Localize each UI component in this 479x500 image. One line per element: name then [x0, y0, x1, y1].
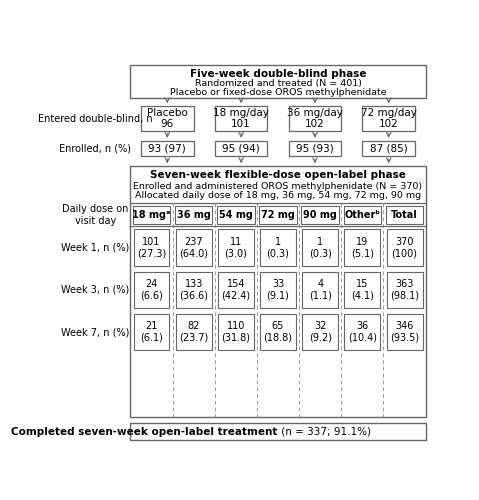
Bar	[215, 141, 267, 156]
Bar	[343, 206, 381, 224]
Bar	[176, 272, 212, 308]
Text: Entered double-blind, n: Entered double-blind, n	[38, 114, 152, 124]
Bar	[302, 314, 338, 350]
Bar	[387, 314, 422, 350]
Text: Otherᵇ: Otherᵇ	[344, 210, 380, 220]
Text: 11
(3.0): 11 (3.0)	[225, 236, 247, 258]
Bar	[217, 206, 255, 224]
Text: Placebo or fixed-dose OROS methylphenidate: Placebo or fixed-dose OROS methylphenida…	[170, 88, 387, 97]
Text: Week 7, n (%): Week 7, n (%)	[61, 327, 129, 337]
Bar	[387, 272, 422, 308]
Text: Five-week double-blind phase: Five-week double-blind phase	[190, 69, 366, 79]
Bar	[176, 314, 212, 350]
Bar	[175, 206, 213, 224]
Text: 93 (97): 93 (97)	[148, 144, 186, 154]
Text: (n = 337; 91.1%): (n = 337; 91.1%)	[278, 427, 371, 437]
Bar	[387, 230, 422, 266]
Text: 133
(36.6): 133 (36.6)	[179, 279, 208, 300]
Text: 4
(1.1): 4 (1.1)	[309, 279, 331, 300]
Bar	[363, 141, 415, 156]
Bar	[302, 230, 338, 266]
Bar	[386, 206, 423, 224]
Bar	[218, 272, 254, 308]
Bar	[301, 206, 339, 224]
Text: Week 1, n (%): Week 1, n (%)	[61, 242, 129, 252]
Bar	[130, 424, 426, 440]
Bar	[260, 230, 296, 266]
Bar	[134, 230, 170, 266]
Bar	[260, 272, 296, 308]
Text: Completed seven-week open-label treatment: Completed seven-week open-label treatmen…	[11, 427, 278, 437]
Text: 1
(0.3): 1 (0.3)	[309, 236, 331, 258]
Text: 36 mg: 36 mg	[177, 210, 211, 220]
Text: Enrolled, n (%): Enrolled, n (%)	[59, 144, 131, 154]
Text: 32
(9.2): 32 (9.2)	[309, 322, 332, 343]
Text: Enrolled and administered OROS methylphenidate (N = 370): Enrolled and administered OROS methylphe…	[134, 182, 422, 191]
Bar	[215, 106, 267, 131]
Bar	[141, 141, 194, 156]
Text: 154
(42.4): 154 (42.4)	[221, 279, 251, 300]
Text: 18 mg/day
101: 18 mg/day 101	[213, 108, 269, 130]
Text: 36
(10.4): 36 (10.4)	[348, 322, 377, 343]
Bar	[141, 106, 194, 131]
Text: 21
(6.1): 21 (6.1)	[140, 322, 163, 343]
Bar	[218, 230, 254, 266]
Bar	[134, 314, 170, 350]
Text: Week 3, n (%): Week 3, n (%)	[61, 285, 129, 295]
Text: 363
(98.1): 363 (98.1)	[390, 279, 419, 300]
Text: Placebo
96: Placebo 96	[147, 108, 188, 130]
Bar	[344, 314, 380, 350]
Text: Daily dose on
visit day: Daily dose on visit day	[62, 204, 128, 226]
Bar	[130, 166, 426, 416]
Text: 87 (85): 87 (85)	[370, 144, 408, 154]
Text: 95 (93): 95 (93)	[296, 144, 334, 154]
Bar	[134, 272, 170, 308]
Bar	[288, 141, 342, 156]
Text: Randomized and treated (N = 401): Randomized and treated (N = 401)	[194, 80, 362, 88]
Bar	[176, 230, 212, 266]
Bar	[288, 106, 342, 131]
Bar	[260, 314, 296, 350]
Text: 82
(23.7): 82 (23.7)	[179, 322, 208, 343]
Bar	[363, 106, 415, 131]
Bar	[133, 206, 170, 224]
Text: 1
(0.3): 1 (0.3)	[267, 236, 289, 258]
Text: 15
(4.1): 15 (4.1)	[351, 279, 374, 300]
Bar	[259, 206, 297, 224]
Text: 101
(27.3): 101 (27.3)	[137, 236, 166, 258]
Bar	[218, 314, 254, 350]
Text: 110
(31.8): 110 (31.8)	[221, 322, 251, 343]
Text: 18 mgᵃ: 18 mgᵃ	[132, 210, 171, 220]
Text: 72 mg: 72 mg	[261, 210, 295, 220]
Text: 65
(18.8): 65 (18.8)	[263, 322, 293, 343]
Bar	[344, 272, 380, 308]
Text: Allocated daily dose of 18 mg, 36 mg, 54 mg, 72 mg, 90 mg: Allocated daily dose of 18 mg, 36 mg, 54…	[135, 191, 421, 200]
Text: Total: Total	[391, 210, 418, 220]
Text: 370
(100): 370 (100)	[392, 236, 418, 258]
Text: 24
(6.6): 24 (6.6)	[140, 279, 163, 300]
Text: 346
(93.5): 346 (93.5)	[390, 322, 419, 343]
Text: 54 mg: 54 mg	[219, 210, 253, 220]
Text: 237
(64.0): 237 (64.0)	[179, 236, 208, 258]
Text: 36 mg/day
102: 36 mg/day 102	[287, 108, 343, 130]
Text: 19
(5.1): 19 (5.1)	[351, 236, 374, 258]
Text: Seven-week flexible-dose open-label phase: Seven-week flexible-dose open-label phas…	[150, 170, 406, 180]
Bar	[302, 272, 338, 308]
Text: 33
(9.1): 33 (9.1)	[267, 279, 289, 300]
Text: 90 mg: 90 mg	[303, 210, 337, 220]
Bar	[344, 230, 380, 266]
Text: 72 mg/day
102: 72 mg/day 102	[361, 108, 417, 130]
Text: 95 (94): 95 (94)	[222, 144, 260, 154]
Bar	[130, 66, 426, 98]
